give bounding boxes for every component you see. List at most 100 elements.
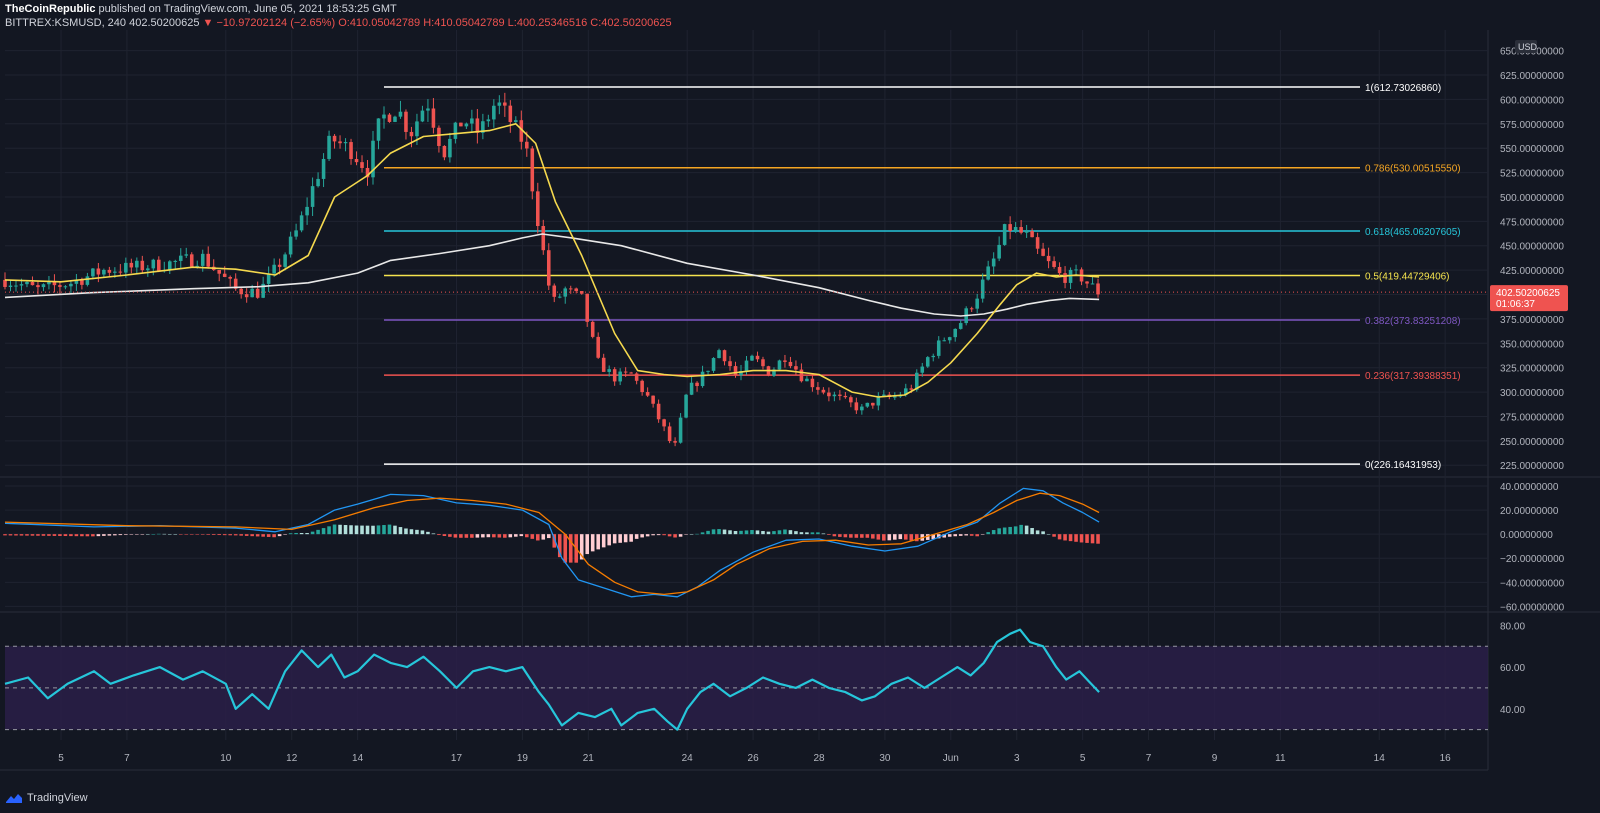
candle-body[interactable]: [310, 186, 315, 207]
currency-badge[interactable]: [1515, 40, 1537, 53]
candle-body[interactable]: [1008, 224, 1012, 231]
candle-body[interactable]: [519, 120, 524, 142]
candle-body[interactable]: [365, 167, 370, 178]
candle-body[interactable]: [893, 396, 897, 398]
candle-body[interactable]: [371, 140, 375, 178]
publisher-name[interactable]: TheCoinRepublic: [5, 3, 96, 15]
candle-body[interactable]: [832, 394, 837, 397]
candle-body[interactable]: [739, 371, 743, 376]
candle-body[interactable]: [85, 276, 90, 285]
candle-body[interactable]: [585, 293, 589, 322]
candle-body[interactable]: [684, 394, 688, 418]
candle-body[interactable]: [794, 366, 798, 370]
macd-signal-line[interactable]: [4, 492, 1100, 596]
candle-body[interactable]: [953, 328, 958, 338]
candle-body[interactable]: [393, 116, 397, 122]
candle-body[interactable]: [387, 114, 392, 122]
candle-body[interactable]: [541, 226, 546, 251]
candle-body[interactable]: [914, 372, 919, 390]
candle-body[interactable]: [508, 105, 513, 123]
candle-body[interactable]: [860, 406, 864, 411]
candle-body[interactable]: [607, 369, 611, 372]
candle-body[interactable]: [420, 110, 425, 122]
candle-body[interactable]: [695, 382, 699, 387]
candle-body[interactable]: [338, 141, 342, 144]
candle-body[interactable]: [107, 269, 112, 273]
candle-body[interactable]: [233, 278, 238, 289]
candle-body[interactable]: [25, 281, 29, 285]
candle-body[interactable]: [1074, 269, 1078, 271]
candle-body[interactable]: [1046, 255, 1051, 262]
candle-body[interactable]: [947, 337, 952, 341]
candle-body[interactable]: [662, 419, 666, 427]
candle-body[interactable]: [382, 114, 386, 119]
candle-body[interactable]: [354, 159, 359, 163]
ema-fast-line[interactable]: [4, 123, 1100, 398]
candle-body[interactable]: [217, 270, 221, 274]
candle-body[interactable]: [19, 284, 24, 286]
candle-body[interactable]: [250, 288, 254, 298]
candle-body[interactable]: [656, 403, 661, 420]
candle-body[interactable]: [717, 350, 721, 359]
candle-body[interactable]: [332, 135, 337, 142]
candle-body[interactable]: [255, 288, 260, 298]
candle-body[interactable]: [30, 281, 35, 286]
candle-body[interactable]: [135, 260, 139, 268]
candle-body[interactable]: [124, 262, 128, 273]
candle-body[interactable]: [200, 253, 205, 266]
candle-body[interactable]: [777, 360, 782, 370]
candle-body[interactable]: [788, 361, 793, 367]
candle-body[interactable]: [596, 336, 600, 358]
candle-body[interactable]: [568, 288, 573, 290]
candle-body[interactable]: [239, 288, 243, 295]
candle-body[interactable]: [448, 138, 452, 158]
candle-body[interactable]: [651, 395, 655, 404]
candle-body[interactable]: [91, 268, 95, 277]
candle-body[interactable]: [481, 121, 485, 133]
candle-body[interactable]: [1052, 261, 1056, 267]
candle-body[interactable]: [140, 260, 145, 271]
candle-body[interactable]: [113, 271, 117, 273]
candle-body[interactable]: [618, 371, 622, 382]
candle-body[interactable]: [283, 254, 287, 267]
candle-body[interactable]: [437, 127, 441, 146]
candle-body[interactable]: [299, 215, 304, 231]
candle-body[interactable]: [783, 360, 787, 362]
candle-body[interactable]: [453, 122, 458, 139]
candle-body[interactable]: [728, 361, 732, 367]
candle-body[interactable]: [80, 279, 84, 285]
candle-body[interactable]: [475, 118, 480, 133]
candle-body[interactable]: [96, 268, 101, 275]
rsi-line[interactable]: [4, 628, 1100, 731]
candle-body[interactable]: [14, 285, 18, 287]
candle-body[interactable]: [503, 102, 507, 106]
candle-body[interactable]: [266, 273, 271, 284]
candle-body[interactable]: [1002, 224, 1007, 245]
candle-body[interactable]: [228, 276, 232, 279]
candle-body[interactable]: [497, 102, 502, 106]
candle-body[interactable]: [206, 253, 211, 267]
candle-body[interactable]: [761, 359, 765, 367]
candle-body[interactable]: [958, 323, 963, 329]
candle-body[interactable]: [157, 259, 161, 271]
candle-body[interactable]: [876, 395, 881, 406]
candle-body[interactable]: [629, 372, 633, 374]
candle-body[interactable]: [755, 355, 760, 360]
candle-body[interactable]: [74, 279, 79, 284]
candle-body[interactable]: [470, 118, 474, 124]
candle-body[interactable]: [349, 142, 353, 160]
candle-body[interactable]: [305, 206, 309, 216]
candle-body[interactable]: [980, 279, 985, 299]
candle-body[interactable]: [667, 426, 672, 442]
candle-body[interactable]: [574, 288, 579, 292]
last-price-tag[interactable]: [1490, 285, 1568, 312]
fibonacci-retracement[interactable]: 1(612.73026860) 0.786(530.00515550) 0.618(…: [383, 83, 1461, 471]
candle-body[interactable]: [343, 142, 348, 144]
candle-body[interactable]: [849, 397, 853, 403]
candle-body[interactable]: [645, 392, 650, 396]
candle-body[interactable]: [426, 108, 430, 111]
candle-body[interactable]: [733, 366, 738, 376]
candle-body[interactable]: [991, 258, 996, 267]
candle-body[interactable]: [557, 296, 562, 298]
candle-body[interactable]: [590, 321, 595, 337]
